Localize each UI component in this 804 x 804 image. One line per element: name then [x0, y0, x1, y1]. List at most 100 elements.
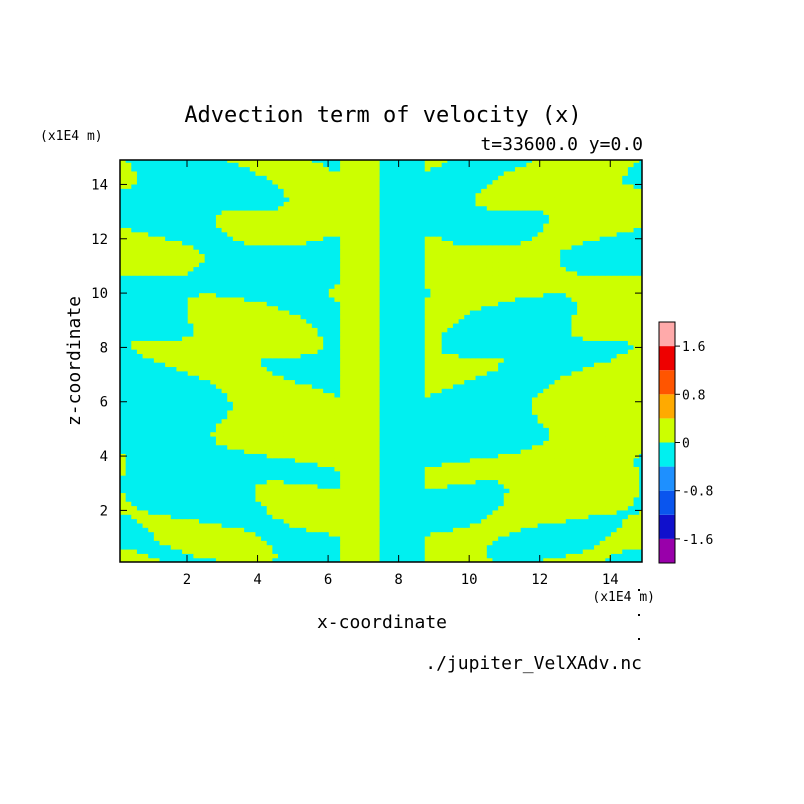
- field-cell: [249, 548, 257, 554]
- field-cell: [481, 336, 488, 341]
- field-cell: [165, 357, 172, 363]
- field-cell: [328, 475, 336, 481]
- field-cell: [475, 444, 482, 450]
- field-cell: [441, 409, 448, 415]
- field-cell: [204, 435, 211, 441]
- field-cell: [182, 492, 189, 498]
- field-cell: [627, 535, 635, 541]
- field-cell: [294, 357, 302, 363]
- field-cell: [215, 336, 223, 341]
- field-cell: [187, 340, 194, 346]
- field-cell: [492, 340, 499, 346]
- field-cell: [289, 553, 296, 559]
- field-cell: [492, 444, 499, 450]
- field-cell: [278, 357, 285, 363]
- field-cell: [272, 553, 279, 559]
- field-cell: [639, 457, 642, 463]
- field-cell: [317, 366, 324, 372]
- field-cell: [639, 483, 642, 489]
- field-cell: [639, 492, 642, 498]
- field-cell: [357, 462, 364, 467]
- field-cell: [492, 522, 499, 528]
- field-cell: [402, 331, 409, 337]
- field-cell: [232, 544, 240, 550]
- field-cell: [492, 466, 499, 472]
- field-cell: [402, 362, 409, 368]
- field-cell: [396, 548, 403, 554]
- field-cell: [577, 527, 584, 533]
- field-cell: [373, 488, 381, 494]
- field-cell: [300, 527, 307, 533]
- field-cell: [639, 514, 642, 520]
- field-cell: [458, 427, 465, 433]
- field-cell: [300, 331, 307, 337]
- field-cell: [289, 470, 296, 476]
- field-cell: [261, 392, 268, 398]
- field-cell: [379, 431, 386, 437]
- field-cell: [622, 479, 629, 485]
- field-cell: [509, 509, 516, 515]
- field-cell: [447, 475, 454, 481]
- field-cell: [610, 509, 618, 515]
- field-cell: [469, 422, 477, 428]
- field-cell: [227, 479, 234, 485]
- field-cell: [402, 383, 409, 389]
- field-cell: [373, 375, 381, 381]
- field-cell: [136, 544, 144, 550]
- field-cell: [458, 388, 465, 394]
- field-cell: [357, 375, 364, 381]
- field-cell: [509, 336, 516, 341]
- field-cell: [571, 553, 578, 559]
- field-cell: [622, 535, 629, 541]
- field-cell: [266, 370, 273, 376]
- field-cell: [509, 427, 516, 433]
- field-cell: [627, 414, 635, 420]
- field-cell: [543, 527, 550, 533]
- field-cell: [526, 336, 533, 341]
- field-cell: [317, 336, 324, 341]
- field-cell: [526, 353, 533, 359]
- field-cell: [599, 427, 606, 433]
- field-cell: [475, 470, 482, 476]
- field-cell: [565, 501, 573, 507]
- field-cell: [176, 457, 183, 463]
- field-cell: [520, 527, 527, 533]
- field-cell: [402, 470, 409, 476]
- field-cell: [238, 518, 245, 524]
- field-cell: [165, 327, 172, 333]
- field-cell: [148, 370, 155, 376]
- field-cell: [520, 453, 527, 459]
- field-cell: [424, 427, 431, 433]
- field-cell: [396, 501, 403, 507]
- field-cell: [272, 388, 279, 394]
- field-cell: [131, 370, 138, 376]
- field-cell: [594, 527, 601, 533]
- field-cell: [272, 422, 279, 428]
- field-cell: [261, 422, 268, 428]
- field-cell: [413, 470, 420, 476]
- field-cell: [627, 362, 635, 368]
- field-cell: [255, 522, 262, 528]
- field-cell: [419, 379, 426, 385]
- field-cell: [481, 501, 488, 507]
- field-cell: [210, 383, 217, 389]
- field-cell: [616, 522, 623, 528]
- field-cell: [306, 435, 313, 441]
- field-cell: [176, 496, 183, 502]
- field-cell: [537, 496, 544, 502]
- field-cell: [165, 336, 172, 341]
- field-cell: [441, 479, 448, 485]
- field-cell: [334, 409, 341, 415]
- field-cell: [447, 418, 454, 424]
- field-cell: [334, 379, 341, 385]
- field-cell: [565, 401, 573, 407]
- field-cell: [266, 479, 273, 485]
- field-cell: [560, 514, 567, 520]
- field-cell: [543, 401, 550, 407]
- field-cell: [368, 483, 375, 489]
- field-cell: [131, 457, 138, 463]
- field-cell: [362, 470, 369, 476]
- field-cell: [136, 462, 144, 467]
- field-cell: [633, 401, 640, 407]
- field-cell: [232, 405, 240, 411]
